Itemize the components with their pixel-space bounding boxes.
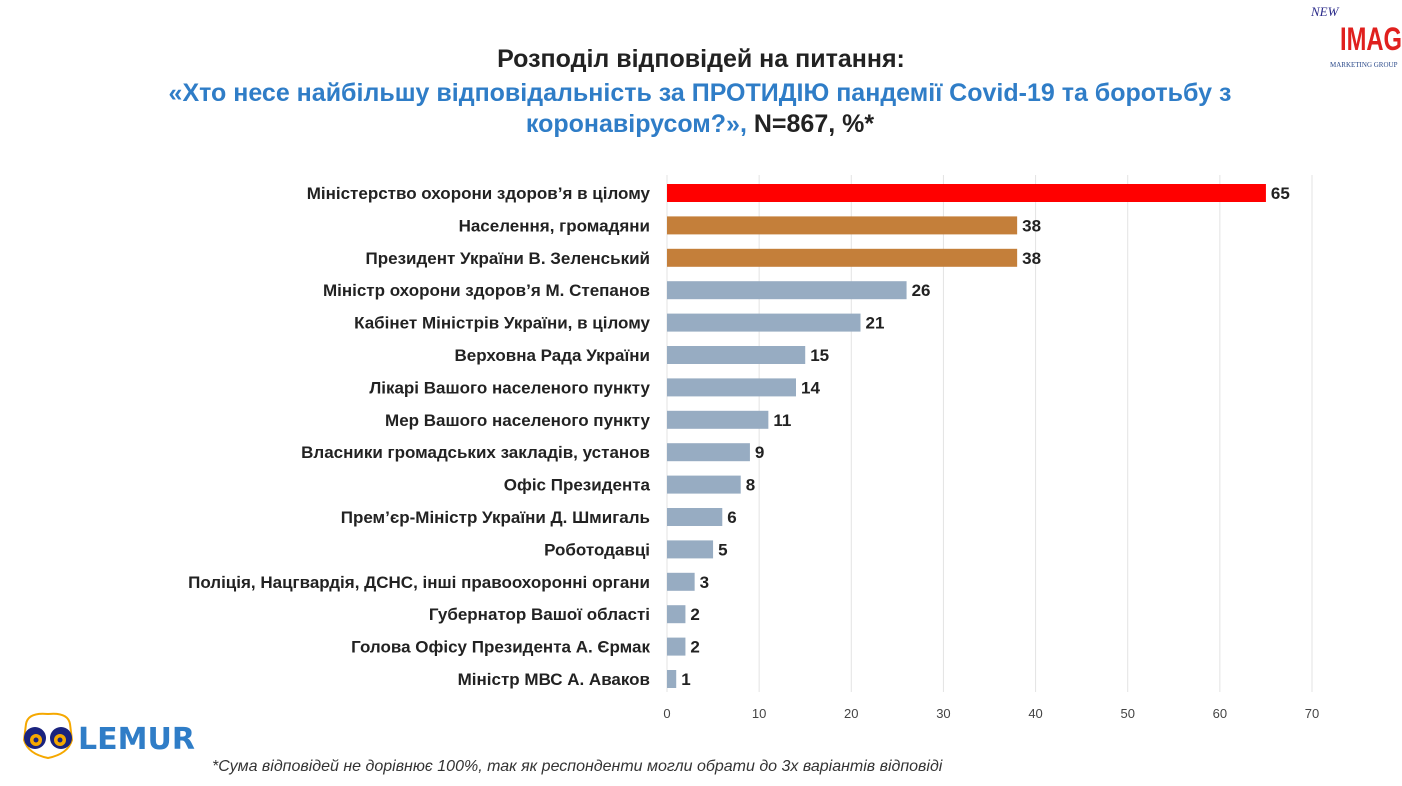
- data-label: 2: [690, 638, 699, 657]
- data-label: 65: [1271, 184, 1290, 203]
- bar: [667, 410, 769, 429]
- x-tick-label: 20: [844, 706, 858, 721]
- lemur-logo: LEMUR: [22, 712, 195, 760]
- category-label: Власники громадських закладів, установ: [301, 443, 650, 462]
- category-label: Прем’єр-Міністр України Д. Шмигаль: [341, 508, 650, 527]
- question-text: «Хто несе найбільшу відповідальність за …: [168, 79, 1232, 138]
- x-tick-label: 30: [936, 706, 950, 721]
- data-label: 3: [700, 573, 709, 592]
- bar: [667, 540, 714, 559]
- svg-text:MARKETING GROUP: MARKETING GROUP: [1330, 61, 1398, 69]
- bar: [667, 216, 1018, 235]
- data-label: 14: [801, 378, 820, 397]
- data-label: 11: [773, 411, 791, 430]
- category-label: Кабінет Міністрів України, в цілому: [354, 314, 650, 333]
- category-label: Лікарі Вашого населеного пункту: [369, 378, 650, 397]
- category-label: Верховна Рада України: [454, 346, 650, 365]
- x-tick-label: 0: [663, 706, 670, 721]
- svg-text:NEW: NEW: [1310, 4, 1340, 19]
- category-label: Губернатор Вашої області: [429, 605, 650, 624]
- bar: [667, 637, 686, 656]
- data-label: 9: [755, 443, 764, 462]
- bar: [667, 475, 741, 494]
- chart-title: Розподіл відповідей на питання:: [497, 45, 905, 73]
- data-label: 26: [912, 281, 931, 300]
- category-label: Поліція, Нацгвардія, ДСНС, інші правоохо…: [188, 573, 650, 592]
- bar: [667, 443, 750, 462]
- data-label: 38: [1022, 216, 1041, 235]
- data-label: 21: [866, 314, 885, 333]
- x-tick-label: 50: [1120, 706, 1134, 721]
- bar: [667, 313, 861, 332]
- category-label: Офіс Президента: [504, 476, 651, 495]
- data-label: 38: [1022, 249, 1041, 268]
- category-label: Міністерство охорони здоров’я в цілому: [307, 184, 651, 203]
- bar: [667, 508, 723, 526]
- bar: [667, 572, 695, 591]
- new-image-logo: NEW IMAG MARKETING GROUP: [1310, 4, 1402, 69]
- x-tick-label: 40: [1028, 706, 1042, 721]
- chart-subtitle: «Хто несе найбільшу відповідальність за …: [80, 78, 1320, 140]
- bar: [667, 184, 1266, 202]
- sample-size: N=867, %*: [746, 110, 875, 138]
- x-tick-label: 10: [752, 706, 766, 721]
- bar: [667, 248, 1018, 267]
- bar: [667, 670, 677, 688]
- data-label: 1: [681, 670, 690, 689]
- category-label: Роботодавці: [544, 540, 650, 559]
- data-label: 2: [690, 605, 699, 624]
- bar: [667, 605, 686, 624]
- category-label: Голова Офісу Президента А. Єрмак: [351, 638, 650, 657]
- data-label: 6: [727, 508, 736, 527]
- category-label: Президент України В. Зеленський: [366, 249, 650, 268]
- category-label: Мер Вашого населеного пункту: [385, 411, 650, 430]
- bar: [667, 346, 806, 364]
- data-label: 8: [746, 476, 755, 495]
- svg-text:IMAG: IMAG: [1340, 21, 1402, 57]
- svg-text:LEMUR: LEMUR: [78, 722, 195, 757]
- category-label: Населення, громадяни: [459, 216, 650, 235]
- x-tick-label: 70: [1305, 706, 1319, 721]
- category-label: Міністр МВС А. Аваков: [458, 670, 650, 689]
- data-label: 5: [718, 540, 727, 559]
- bar: [667, 378, 796, 397]
- footnote: *Сума відповідей не дорівнює 100%, так я…: [212, 758, 943, 775]
- bar: [667, 281, 907, 300]
- category-label: Міністр охорони здоров’я М. Степанов: [323, 281, 650, 300]
- data-label: 15: [810, 346, 829, 365]
- x-tick-label: 60: [1213, 706, 1227, 721]
